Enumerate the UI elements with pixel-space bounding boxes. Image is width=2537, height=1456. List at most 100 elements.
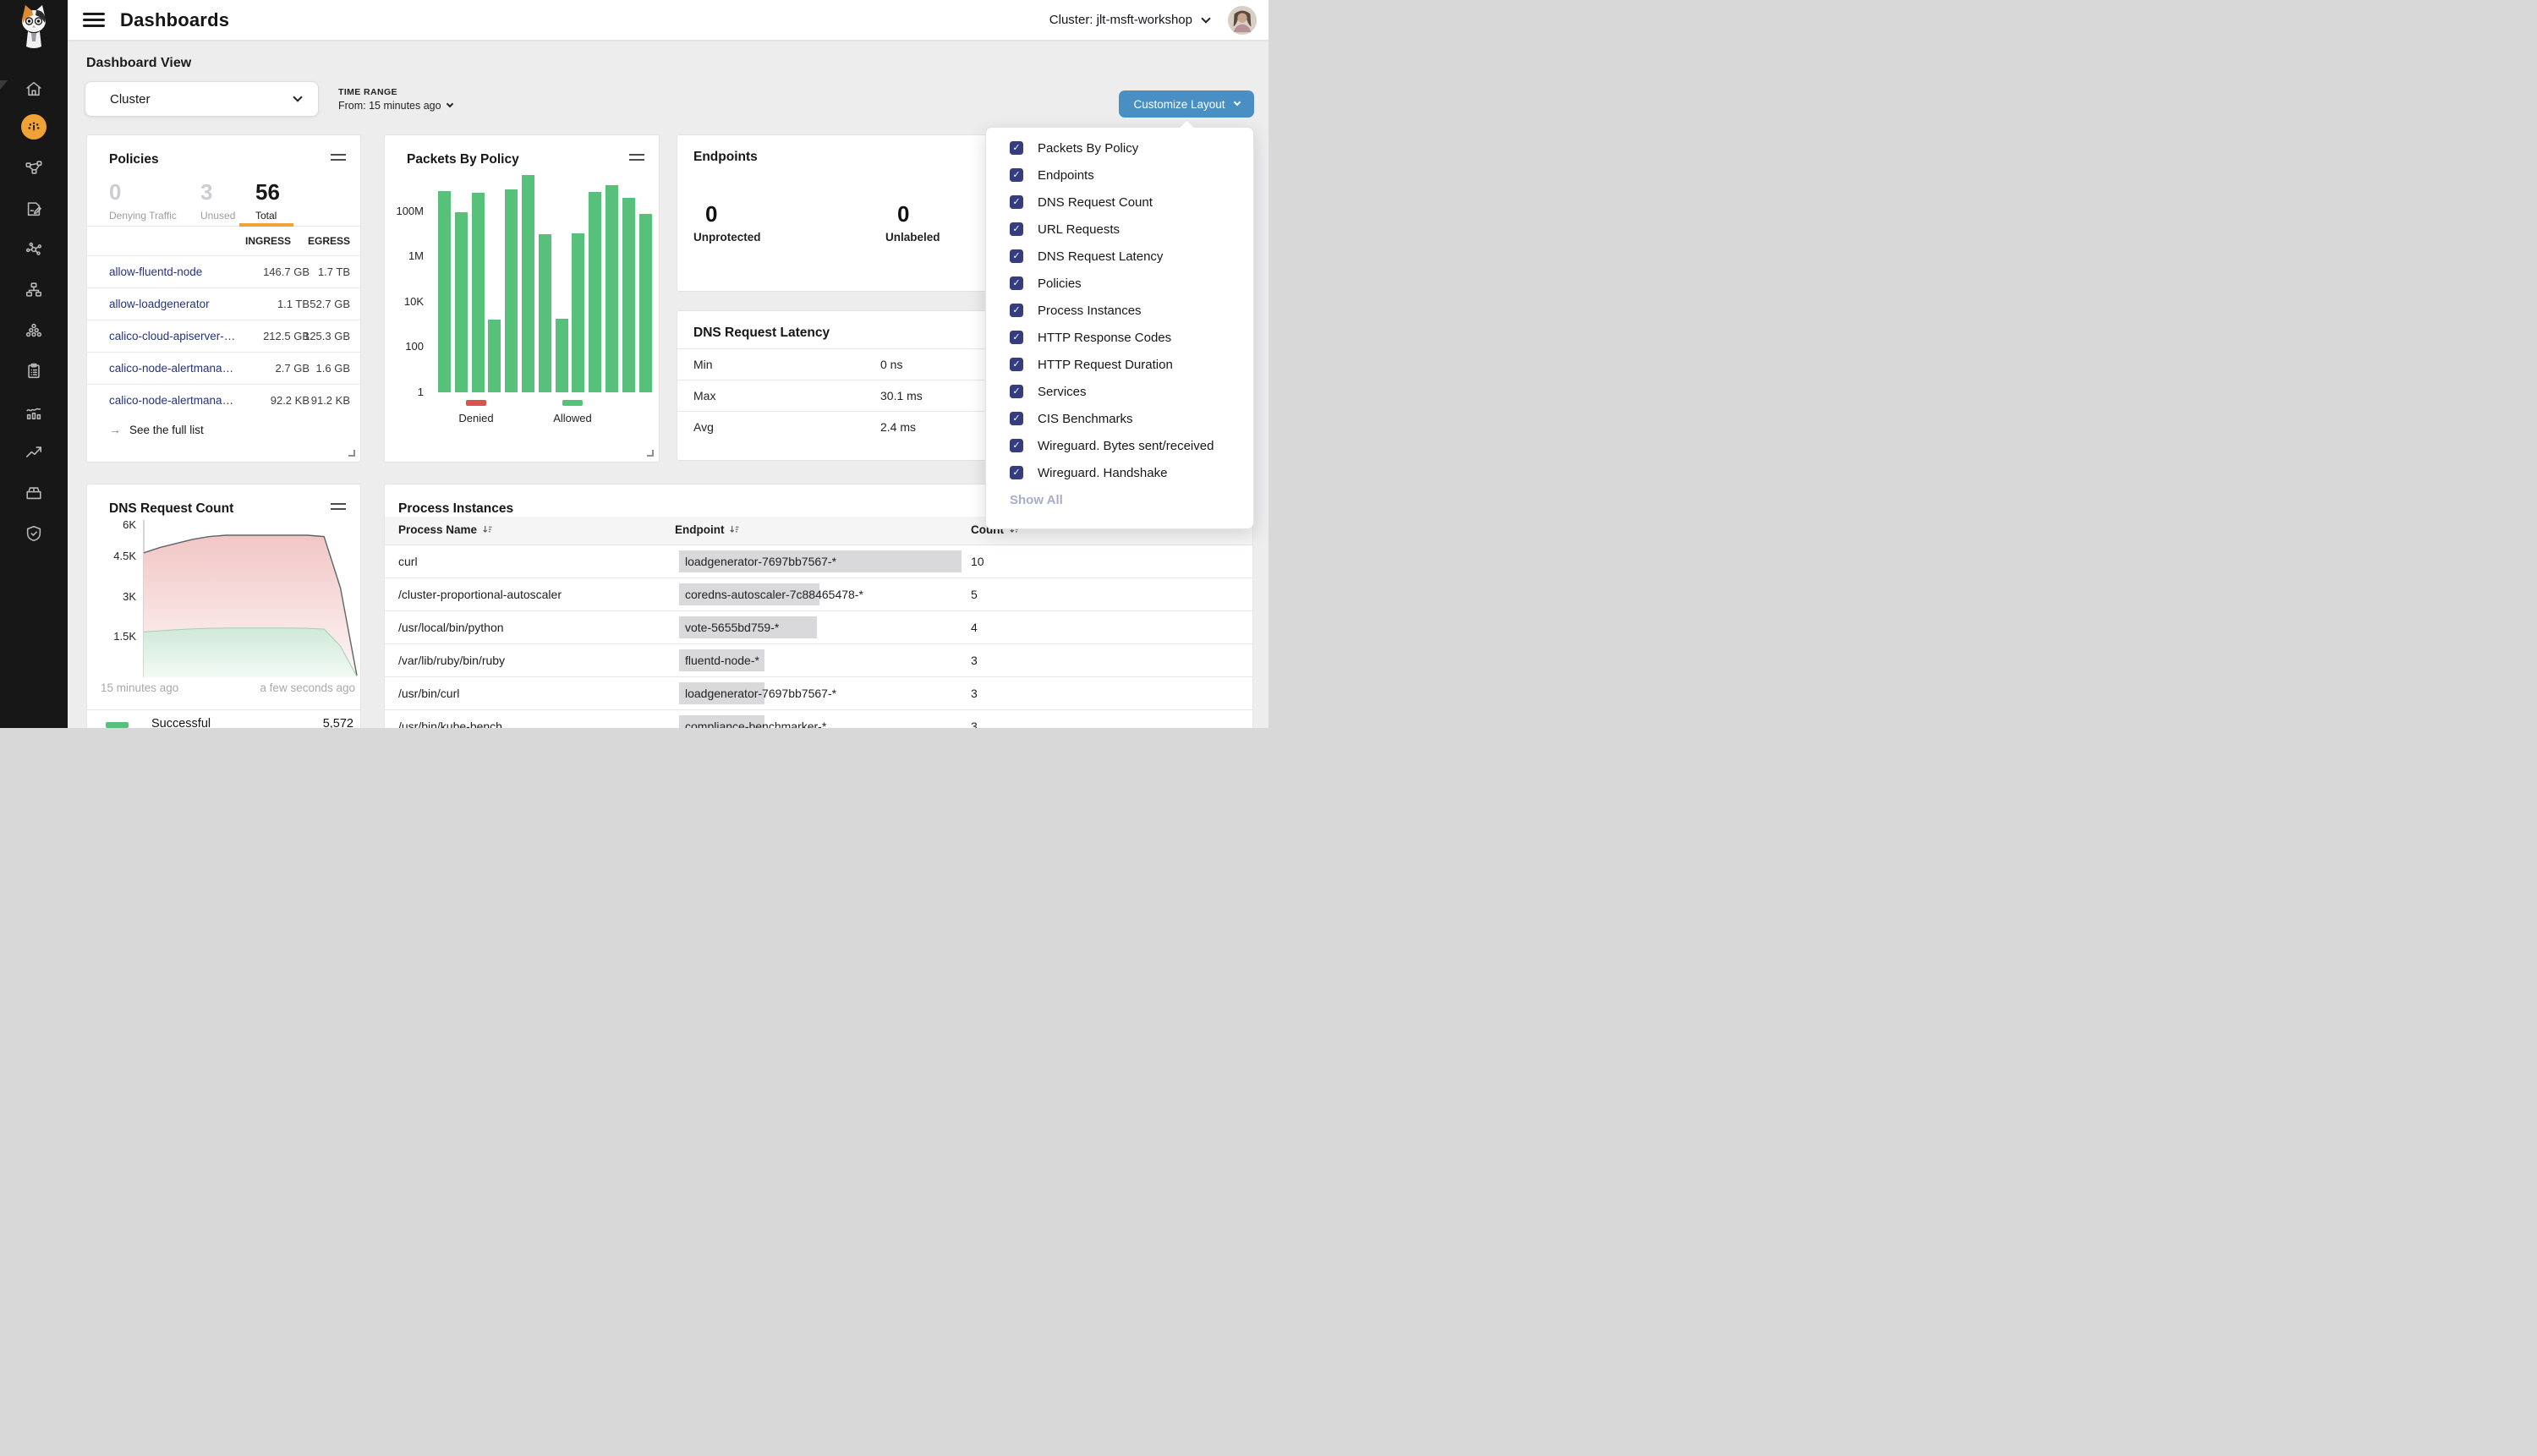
tab-denying-traffic[interactable]: 0 Denying Traffic [109, 179, 177, 222]
user-avatar[interactable] [1228, 6, 1257, 35]
menu-item-label: Policies [1038, 276, 1082, 291]
menu-item[interactable]: ✓ Policies [986, 270, 1253, 297]
column-endpoint[interactable]: Endpoint [675, 523, 740, 536]
customize-layout-button[interactable]: Customize Layout [1119, 90, 1254, 118]
legend-item-allowed: Allowed [547, 400, 598, 424]
see-full-list-link[interactable]: → See the full list [109, 423, 204, 436]
endpoint-cell: coredns-autoscaler-7c88465478-* [679, 583, 863, 605]
menu-item[interactable]: ✓ CIS Benchmarks [986, 405, 1253, 432]
calico-cat-logo[interactable] [0, 0, 68, 56]
arrow-right-icon: → [109, 423, 121, 436]
policy-link[interactable]: calico-cloud-apiserver-… [109, 330, 235, 342]
menu-item[interactable]: ✓ Process Instances [986, 297, 1253, 324]
endpoints-unlabeled-stat: 0 Unlabeled [885, 201, 940, 244]
menu-item[interactable]: ✓HTTP Response Codes [986, 324, 1253, 351]
menu-item-label: Process Instances [1038, 304, 1142, 318]
column-process-name[interactable]: Process Name [398, 523, 493, 536]
menu-item[interactable]: ✓Services [986, 378, 1253, 405]
checkbox-checked-icon[interactable]: ✓ [1010, 249, 1023, 263]
checkbox-checked-icon[interactable]: ✓ [1010, 412, 1023, 425]
checkbox-checked-icon[interactable]: ✓ [1010, 141, 1023, 155]
menu-item[interactable]: ✓Wireguard. Bytes sent/received [986, 432, 1253, 459]
chevron-down-icon [1233, 99, 1240, 106]
menu-item[interactable]: ✓ Wireguard. Handshake [986, 459, 1253, 486]
process-name: /usr/bin/curl [398, 687, 459, 700]
checkbox-checked-icon[interactable]: ✓ [1010, 276, 1023, 290]
nodes-icon [25, 281, 43, 299]
menu-item-label: Wireguard. Handshake [1038, 466, 1167, 480]
sidebar-item-workloads[interactable] [0, 314, 68, 348]
card-title: DNS Request Latency [693, 326, 830, 341]
table-row: /usr/bin/curlloadgenerator-7697bb7567-*3 [385, 677, 1252, 710]
policies-card: Policies 0 Denying Traffic 3 Unused 56 T… [86, 134, 361, 463]
policy-link[interactable]: allow-loadgenerator [109, 298, 210, 310]
checkbox-checked-icon[interactable]: ✓ [1010, 439, 1023, 452]
policy-link[interactable]: calico-node-alertmana… [109, 394, 233, 407]
policies-table-body: allow-fluentd-node146.7 GB1.7 TB allow-lo… [87, 255, 360, 416]
column-egress: EGRESS [308, 235, 350, 247]
checkbox-checked-icon[interactable]: ✓ [1010, 385, 1023, 398]
resize-handle[interactable] [647, 450, 654, 457]
checkbox-checked-icon[interactable]: ✓ [1010, 195, 1023, 209]
sidebar-item-threat-defense[interactable] [0, 517, 68, 550]
sidebar-item-network-visualization[interactable] [0, 233, 68, 266]
menu-item-label: URL Requests [1038, 222, 1120, 237]
column-ingress: INGRESS [245, 235, 291, 247]
checkbox-checked-icon[interactable]: ✓ [1010, 222, 1023, 236]
tab-total[interactable]: 56 Total [255, 179, 280, 222]
sidebar-item-policies[interactable] [0, 192, 68, 226]
legend-label: Successful [151, 717, 211, 728]
time-range-value[interactable]: From: 15 minutes ago [338, 100, 452, 112]
packets-legend: Denied Allowed [385, 400, 659, 434]
show-all-link[interactable]: Show All [1010, 493, 1063, 507]
sidebar-item-service-graph[interactable] [0, 151, 68, 185]
denied-swatch [466, 400, 486, 406]
policy-row: allow-fluentd-node146.7 GB1.7 TB [87, 255, 360, 287]
menu-item[interactable]: ✓Packets By Policy [986, 134, 1253, 161]
endpoint-text: coredns-autoscaler-7c88465478-* [679, 588, 863, 601]
ingress-value: 92.2 KB [271, 394, 310, 407]
drag-handle-icon[interactable] [331, 154, 346, 161]
cluster-selector[interactable]: Cluster: jlt-msft-workshop [1049, 13, 1209, 27]
process-name: /var/lib/ruby/bin/ruby [398, 654, 505, 667]
dashboards-icon [21, 114, 47, 140]
sidebar-item-nodes[interactable] [0, 273, 68, 307]
sidebar-item-packages[interactable] [0, 476, 68, 510]
resize-handle[interactable] [348, 450, 355, 457]
checkbox-checked-icon[interactable]: ✓ [1010, 358, 1023, 371]
tab-unused[interactable]: 3 Unused [200, 179, 235, 222]
egress-value: 125.3 GB [304, 330, 350, 342]
menu-hamburger-icon[interactable] [83, 13, 105, 27]
sort-icon [729, 524, 740, 535]
menu-item[interactable]: ✓DNS Request Latency [986, 243, 1253, 270]
sidebar-item-compliance-reports[interactable] [0, 354, 68, 388]
service-graph-icon [25, 159, 43, 178]
bar [488, 320, 501, 392]
policy-row: calico-cloud-apiserver-…212.5 GB125.3 GB [87, 320, 360, 352]
table-row: /var/lib/ruby/bin/rubyfluentd-node-*3 [385, 644, 1252, 677]
sidebar-item-dashboards[interactable] [0, 110, 68, 144]
cluster-selector-label: Cluster: jlt-msft-workshop [1049, 13, 1192, 27]
checkbox-checked-icon[interactable]: ✓ [1010, 466, 1023, 479]
menu-item[interactable]: ✓ URL Requests [986, 216, 1253, 243]
policy-link[interactable]: calico-node-alertmana… [109, 362, 233, 375]
view-select[interactable]: Cluster [85, 81, 319, 117]
dns-legend-row: Successful 5,572 [87, 709, 360, 728]
endpoints-unprotected-stat: 0 Unprotected [693, 201, 761, 244]
sidebar-item-statistics[interactable] [0, 395, 68, 429]
view-select-value: Cluster [110, 92, 151, 107]
menu-item[interactable]: ✓ Endpoints [986, 161, 1253, 189]
checkbox-checked-icon[interactable]: ✓ [1010, 304, 1023, 317]
menu-item-label: CIS Benchmarks [1038, 412, 1133, 426]
count-value: 4 [971, 621, 978, 634]
legend-item-denied: Denied [451, 400, 501, 424]
policy-link[interactable]: allow-fluentd-node [109, 265, 202, 278]
menu-item[interactable]: ✓DNS Request Count [986, 189, 1253, 216]
sidebar-item-trends[interactable] [0, 435, 68, 469]
checkbox-checked-icon[interactable]: ✓ [1010, 331, 1023, 344]
process-name: curl [398, 555, 418, 568]
menu-item-label: Endpoints [1038, 168, 1094, 183]
menu-item[interactable]: ✓HTTP Request Duration [986, 351, 1253, 378]
checkbox-checked-icon[interactable]: ✓ [1010, 168, 1023, 182]
sidebar-item-home[interactable] [0, 72, 68, 106]
